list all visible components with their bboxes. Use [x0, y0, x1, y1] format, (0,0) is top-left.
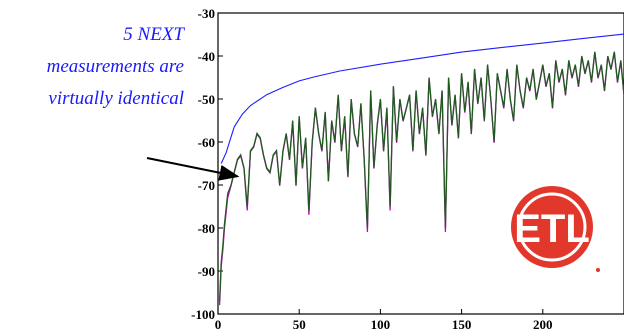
- y-tick-label: -100: [191, 307, 215, 322]
- annotation-arrow: [146, 157, 240, 181]
- y-tick-label: -70: [198, 178, 215, 193]
- y-tick-label: -40: [198, 49, 215, 64]
- y-tick-label: -60: [198, 135, 215, 150]
- x-tick-label: 150: [452, 317, 472, 332]
- y-tick-label: -30: [198, 6, 215, 21]
- x-tick-label: 200: [533, 317, 553, 332]
- x-tick-label: 50: [293, 317, 306, 332]
- annotation-line-2: measurements are: [47, 56, 184, 77]
- x-tick-label: 100: [371, 317, 391, 332]
- limit-line: [220, 33, 624, 164]
- etl-logo: ETL: [511, 186, 600, 272]
- y-axis: -30 -40 -50 -60 -70 -80 -90 -100: [191, 6, 223, 322]
- annotation-line-1: 5 NEXT: [123, 24, 185, 45]
- measurement-series: [218, 51, 624, 302]
- y-tick-label: -80: [198, 221, 215, 236]
- y-tick-label: -50: [198, 92, 215, 107]
- x-axis: 0 50 100 150 200: [215, 309, 553, 332]
- x-tick-label: 0: [215, 317, 222, 332]
- annotation-line-3: virtually identical: [48, 88, 184, 109]
- y-tick-label: -90: [198, 264, 215, 279]
- etl-logo-text: ETL: [514, 207, 590, 251]
